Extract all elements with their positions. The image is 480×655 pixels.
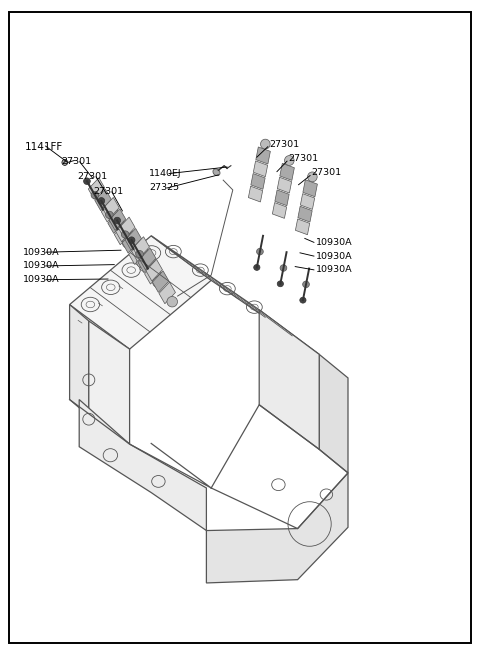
Polygon shape	[129, 243, 145, 265]
Polygon shape	[79, 400, 206, 531]
Ellipse shape	[257, 248, 264, 255]
Polygon shape	[70, 305, 89, 416]
Ellipse shape	[137, 257, 147, 268]
Text: 27301: 27301	[94, 187, 124, 196]
Polygon shape	[151, 236, 319, 354]
Text: 10930A: 10930A	[23, 248, 60, 257]
Polygon shape	[132, 240, 148, 261]
Polygon shape	[88, 178, 105, 199]
Text: 10930A: 10930A	[316, 265, 352, 274]
Polygon shape	[89, 321, 130, 444]
Polygon shape	[319, 354, 348, 473]
Polygon shape	[303, 179, 317, 196]
Text: 10930A: 10930A	[316, 252, 352, 261]
Ellipse shape	[280, 265, 287, 271]
Text: 27301: 27301	[78, 172, 108, 181]
Ellipse shape	[114, 217, 120, 224]
Polygon shape	[275, 190, 289, 206]
Ellipse shape	[308, 172, 317, 181]
Polygon shape	[122, 231, 139, 253]
Polygon shape	[108, 212, 124, 233]
Text: 27301: 27301	[288, 154, 318, 163]
Polygon shape	[138, 251, 155, 272]
Ellipse shape	[122, 238, 133, 248]
Polygon shape	[300, 194, 315, 210]
Polygon shape	[116, 220, 132, 242]
Polygon shape	[125, 229, 142, 250]
Polygon shape	[272, 202, 287, 218]
Ellipse shape	[261, 139, 270, 149]
Ellipse shape	[303, 281, 310, 288]
Text: 27325: 27325	[149, 183, 179, 193]
Polygon shape	[133, 236, 149, 258]
Polygon shape	[256, 147, 270, 164]
Polygon shape	[259, 310, 319, 449]
Polygon shape	[114, 223, 131, 245]
Polygon shape	[153, 271, 169, 292]
Polygon shape	[109, 209, 126, 231]
Polygon shape	[103, 197, 119, 219]
Polygon shape	[144, 263, 161, 284]
Ellipse shape	[136, 250, 144, 257]
Polygon shape	[119, 217, 135, 238]
Text: 10930A: 10930A	[316, 238, 352, 247]
Ellipse shape	[121, 231, 129, 238]
Polygon shape	[70, 236, 211, 349]
Polygon shape	[95, 189, 111, 211]
Polygon shape	[277, 178, 292, 193]
Polygon shape	[146, 259, 162, 281]
Ellipse shape	[106, 211, 113, 218]
Polygon shape	[251, 174, 265, 189]
Ellipse shape	[300, 297, 306, 303]
Polygon shape	[298, 206, 312, 222]
Polygon shape	[248, 186, 263, 202]
Polygon shape	[140, 248, 156, 270]
Ellipse shape	[62, 160, 68, 166]
Ellipse shape	[128, 237, 135, 244]
Text: 10930A: 10930A	[23, 275, 60, 284]
Ellipse shape	[167, 297, 178, 307]
Polygon shape	[159, 282, 176, 304]
Ellipse shape	[285, 155, 294, 165]
Text: 27301: 27301	[311, 168, 341, 178]
Text: 10930A: 10930A	[23, 261, 60, 271]
Polygon shape	[101, 200, 118, 222]
Polygon shape	[253, 161, 268, 177]
Ellipse shape	[254, 265, 260, 271]
Text: 1141FF: 1141FF	[25, 142, 63, 153]
Text: 1140EJ: 1140EJ	[149, 169, 181, 178]
Polygon shape	[206, 473, 348, 583]
Ellipse shape	[84, 178, 90, 185]
Polygon shape	[295, 219, 310, 234]
Ellipse shape	[277, 281, 284, 287]
Ellipse shape	[153, 277, 163, 288]
Text: 27301: 27301	[61, 157, 92, 166]
Ellipse shape	[91, 191, 99, 198]
Polygon shape	[280, 163, 294, 180]
Ellipse shape	[98, 198, 105, 204]
Ellipse shape	[213, 169, 220, 176]
Text: 27301: 27301	[269, 140, 299, 149]
